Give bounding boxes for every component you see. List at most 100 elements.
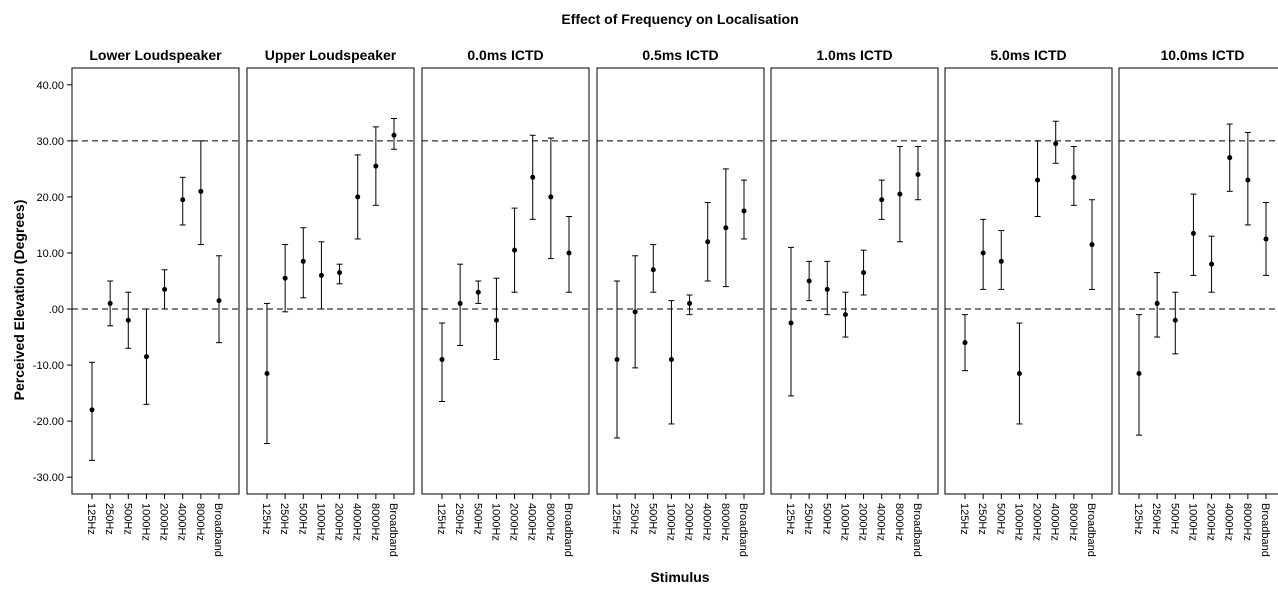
x-tick-label: 125Hz	[260, 503, 272, 535]
panel-frame	[770, 67, 939, 495]
x-tick-label: 2000Hz	[1031, 503, 1043, 541]
panel-6: 5.0ms ICTD 125Hz 250Hz 500Hz 1000Hz 2000Hz 400…	[944, 47, 1113, 557]
mean-point	[337, 270, 343, 276]
x-tick-label: 8000Hz	[194, 503, 206, 541]
mean-point	[457, 300, 463, 306]
panel-3: 0.0ms ICTD 125Hz 250Hz 500Hz 1000Hz 2000Hz 400…	[421, 47, 590, 557]
x-tick-label: 500Hz	[994, 503, 1006, 535]
mean-point	[806, 278, 812, 284]
mean-point	[355, 194, 361, 200]
x-tick-label: 125Hz	[784, 503, 796, 535]
x-tick-label: 1000Hz	[489, 503, 501, 541]
mean-point	[842, 312, 848, 318]
panel-frame	[421, 67, 590, 495]
y-tick-label: 30.00	[36, 136, 64, 148]
x-tick-label: 1000Hz	[1186, 503, 1198, 541]
y-tick-label: -30.00	[33, 472, 64, 484]
mean-point	[143, 354, 149, 360]
mean-point	[1190, 230, 1196, 236]
panel-2: Upper Loudspeaker 125Hz 250Hz 500Hz 1000Hz 20…	[246, 47, 415, 557]
panel-title: 0.0ms ICTD	[467, 47, 543, 63]
x-tick-label: 4000Hz	[1049, 503, 1061, 541]
x-tick-label: 2000Hz	[1205, 503, 1217, 541]
panel-frame	[246, 67, 415, 495]
panel-4: 0.5ms ICTD 125Hz 250Hz 500Hz 1000Hz 2000Hz 400…	[596, 47, 765, 557]
mean-point	[723, 225, 729, 231]
x-tick-label: 500Hz	[820, 503, 832, 535]
panel-title: Upper Loudspeaker	[265, 47, 397, 63]
mean-point	[162, 286, 168, 292]
panel-title: 5.0ms ICTD	[990, 47, 1066, 63]
mean-point	[493, 317, 499, 323]
x-tick-label: 250Hz	[976, 503, 988, 535]
y-tick-label: 20.00	[36, 192, 64, 204]
x-tick-label: 4000Hz	[526, 503, 538, 541]
x-tick-label: 500Hz	[121, 503, 133, 535]
panel-frame	[71, 67, 240, 495]
x-tick-label: Broadband	[911, 503, 923, 557]
x-tick-label: 4000Hz	[351, 503, 363, 541]
x-tick-label: 8000Hz	[1241, 503, 1253, 541]
mean-point	[264, 370, 270, 376]
y-axis: 40.00 30.00 20.00 10.00 .00 -10.00 -20.00 -30.0…	[33, 68, 73, 494]
mean-point	[1035, 177, 1041, 183]
mean-point	[915, 172, 921, 177]
mean-point	[530, 174, 536, 180]
x-axis-label: Stimulus	[650, 569, 709, 585]
panel-frame	[596, 67, 765, 495]
x-tick-label: 8000Hz	[1067, 503, 1079, 541]
x-tick-label: 125Hz	[435, 503, 447, 535]
mean-point	[216, 298, 222, 304]
mean-point	[980, 250, 986, 256]
panel-5: 1.0ms ICTD 125Hz 250Hz 500Hz 1000Hz 2000Hz 400…	[770, 47, 939, 557]
x-tick-label: 8000Hz	[719, 503, 731, 541]
x-tick-label: 250Hz	[1150, 503, 1162, 535]
x-tick-label: 2000Hz	[508, 503, 520, 541]
panel-7: 10.0ms ICTD 125Hz 250Hz 500Hz 1000Hz 2000Hz 40…	[1118, 47, 1278, 557]
mean-point	[1245, 177, 1251, 183]
y-tick-label: -20.00	[33, 416, 64, 428]
panel-frame	[944, 67, 1113, 495]
panel-title: 10.0ms ICTD	[1160, 47, 1244, 63]
mean-point	[512, 247, 518, 253]
x-tick-label: 500Hz	[646, 503, 658, 535]
y-tick-label: -10.00	[33, 360, 64, 372]
x-tick-label: 125Hz	[958, 503, 970, 535]
mean-point	[180, 197, 186, 203]
x-tick-label: Broadband	[1259, 503, 1271, 557]
y-tick-label: 10.00	[36, 248, 64, 260]
panel-frame	[1118, 67, 1278, 495]
x-tick-label: 8000Hz	[369, 503, 381, 541]
mean-point	[614, 356, 620, 362]
x-tick-label: 500Hz	[471, 503, 483, 535]
mean-point	[373, 163, 379, 169]
mean-point	[650, 267, 656, 273]
x-tick-label: 1000Hz	[838, 503, 850, 541]
panel-1: Lower Loudspeaker 125Hz 250Hz 500Hz 1000Hz 20…	[71, 47, 240, 557]
x-tick-label: 2000Hz	[158, 503, 170, 541]
mean-point	[1263, 236, 1269, 242]
y-tick-label: .00	[49, 304, 64, 316]
mean-point	[1172, 317, 1178, 323]
x-tick-label: 4000Hz	[875, 503, 887, 541]
x-tick-label: 250Hz	[278, 503, 290, 535]
x-tick-label: 1000Hz	[314, 503, 326, 541]
mean-point	[897, 191, 903, 197]
mean-point	[439, 356, 445, 362]
x-tick-label: 2000Hz	[683, 503, 695, 541]
mean-point	[282, 275, 288, 281]
x-tick-label: 4000Hz	[1223, 503, 1235, 541]
mean-point	[687, 300, 693, 306]
x-tick-label: Broadband	[387, 503, 399, 557]
x-tick-label: 8000Hz	[544, 503, 556, 541]
mean-point	[1071, 174, 1077, 180]
panel-title: Lower Loudspeaker	[89, 47, 222, 63]
x-tick-label: Broadband	[1085, 503, 1097, 557]
x-tick-label: 1000Hz	[139, 503, 151, 541]
x-tick-label: 125Hz	[610, 503, 622, 535]
x-tick-label: 250Hz	[453, 503, 465, 535]
chart-title: Effect of Frequency on Localisation	[561, 11, 798, 27]
y-tick-label: 40.00	[36, 80, 64, 92]
x-tick-label: 1000Hz	[1012, 503, 1024, 541]
mean-point	[1227, 155, 1233, 161]
